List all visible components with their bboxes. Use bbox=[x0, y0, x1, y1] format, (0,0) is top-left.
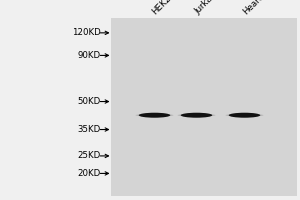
Text: 90KD: 90KD bbox=[77, 51, 101, 60]
Text: Heart: Heart bbox=[242, 0, 265, 16]
Text: HEK293: HEK293 bbox=[150, 0, 180, 16]
Text: Jurkat: Jurkat bbox=[194, 0, 218, 16]
Text: 20KD: 20KD bbox=[77, 169, 101, 178]
Text: 120KD: 120KD bbox=[72, 28, 101, 37]
Text: 50KD: 50KD bbox=[77, 97, 101, 106]
Text: 25KD: 25KD bbox=[77, 151, 101, 160]
Text: 35KD: 35KD bbox=[77, 125, 101, 134]
